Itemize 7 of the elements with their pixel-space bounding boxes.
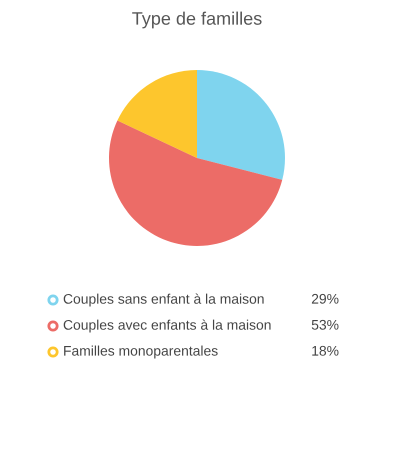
legend-label: Familles monoparentales bbox=[64, 346, 218, 358]
legend-label: Couples sans enfant à la maison bbox=[64, 293, 264, 307]
legend-label: Couples avec enfants à la maison bbox=[64, 319, 271, 333]
data-label: 53% bbox=[312, 320, 339, 330]
data-label: 29% bbox=[312, 294, 339, 304]
chart-title: Type de familles bbox=[132, 12, 262, 28]
data-label: 18% bbox=[312, 346, 339, 356]
